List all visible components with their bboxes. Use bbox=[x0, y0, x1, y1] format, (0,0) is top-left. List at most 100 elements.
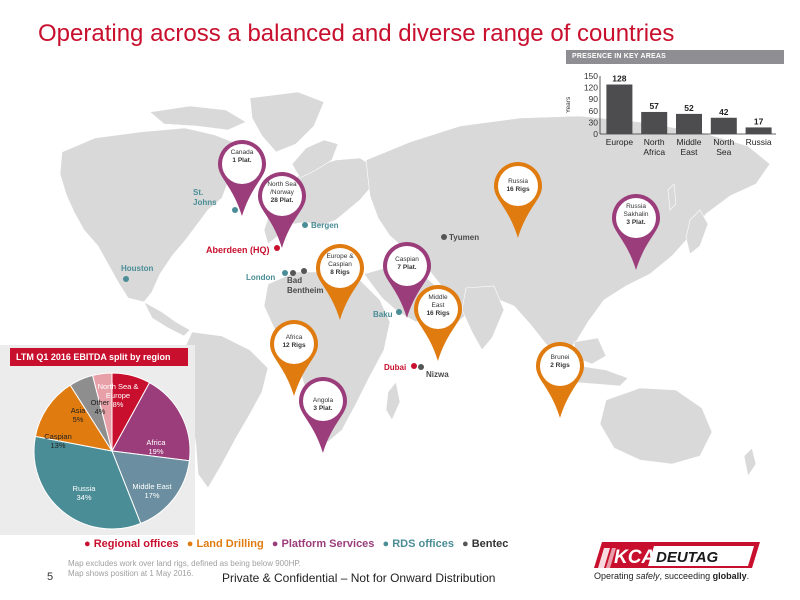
tagline-part: globally bbox=[712, 571, 747, 581]
presence-bar bbox=[606, 84, 633, 134]
pie-slice-label: Middle East bbox=[132, 482, 172, 491]
pin-africa[interactable]: Africa 12 Rigs bbox=[268, 318, 320, 398]
city-label-st-johns: St. Johns bbox=[193, 188, 217, 207]
presence-chart-header: PRESENCE IN KEY AREAS bbox=[566, 50, 784, 64]
tagline-part: , succeeding bbox=[659, 571, 713, 581]
madagascar bbox=[385, 381, 401, 421]
pin-name: Middle East bbox=[428, 294, 448, 309]
legend-dot-icon: ● bbox=[271, 538, 279, 550]
ebitda-pie-header: LTM Q1 2016 EBITDA split by region bbox=[10, 348, 188, 366]
ebitda-pie-title: LTM Q1 2016 EBITDA split by region bbox=[16, 352, 171, 362]
land-drilling-pin-icon bbox=[494, 162, 542, 238]
pin-name: Canada bbox=[230, 149, 254, 156]
pin-middle-east[interactable]: Middle East 16 Rigs bbox=[412, 283, 464, 363]
pie-slice bbox=[91, 372, 113, 452]
city-label-bergen: Bergen bbox=[311, 221, 339, 230]
page-title: Operating across a balanced and diverse … bbox=[38, 20, 675, 47]
city-label-nizwa: Nizwa bbox=[426, 370, 449, 379]
pin-count: 3 Plat. bbox=[626, 219, 646, 226]
india-landmass bbox=[461, 285, 505, 351]
pin-name: Angola bbox=[312, 397, 334, 404]
presence-category-label: Africa bbox=[643, 147, 665, 157]
svg-text:KCA: KCA bbox=[614, 547, 655, 568]
pie-slice-label: 17% bbox=[144, 491, 159, 500]
presence-bar-value: 42 bbox=[719, 107, 729, 117]
legend-label: Bentec bbox=[471, 538, 509, 550]
platform-pin-icon bbox=[299, 377, 347, 453]
presence-bar-chart: Years1501209060300128Europe57NorthAfrica… bbox=[566, 71, 776, 157]
city-label-dubai: Dubai bbox=[384, 363, 407, 372]
bentec-dot bbox=[301, 268, 307, 274]
pin-name: Africa bbox=[285, 334, 303, 341]
pie-slice bbox=[111, 381, 191, 462]
presence-chart-panel: PRESENCE IN KEY AREAS Years 150 120 90 60 30 0… bbox=[566, 50, 784, 162]
presence-y-tick-label: 90 bbox=[589, 94, 599, 104]
legend-dot-icon: ● bbox=[462, 538, 469, 550]
presence-y-tick-label: 120 bbox=[584, 83, 598, 93]
presence-bar bbox=[710, 117, 737, 134]
kca-deutag-logo: KCA DEUTAG bbox=[594, 542, 760, 568]
platform-pin-icon bbox=[383, 242, 431, 318]
pin-name: Caspian bbox=[395, 256, 419, 263]
rds-office-dot bbox=[302, 222, 308, 228]
presence-bar-value: 57 bbox=[649, 101, 659, 111]
platform-pin-icon bbox=[258, 172, 306, 248]
pie-slice-label: 5% bbox=[73, 415, 84, 424]
pin-count: 7 Plat. bbox=[397, 264, 417, 271]
land-drilling-pin-icon bbox=[414, 285, 462, 361]
pin-angola[interactable]: Angola 3 Plat. bbox=[297, 375, 349, 455]
presence-bar bbox=[641, 111, 668, 134]
city-label-aberdeen: Aberdeen (HQ) bbox=[206, 245, 270, 255]
city-label-houston: Houston bbox=[121, 264, 154, 273]
australia-landmass bbox=[599, 387, 713, 465]
pin-count: 1 Plat. bbox=[232, 157, 252, 164]
greenland-landmass bbox=[249, 91, 325, 153]
pin-russia-sakhalin[interactable]: Russia Sakhalin 3 Plat. bbox=[610, 192, 662, 272]
bentec-dot bbox=[418, 364, 424, 370]
legend-item-bentec: ● Bentec bbox=[462, 538, 508, 550]
presence-bar-value: 17 bbox=[754, 116, 764, 126]
map-footnote: Map excludes work over land rigs, define… bbox=[68, 559, 301, 579]
pin-count: 28 Plat. bbox=[270, 197, 294, 204]
legend-dot-icon: ● bbox=[186, 538, 194, 550]
city-label-tyumen: Tyumen bbox=[449, 233, 480, 242]
tagline-part: safely bbox=[636, 571, 660, 581]
pie-slice-label: Asia bbox=[71, 406, 86, 415]
presence-y-tick-label: 0 bbox=[593, 129, 598, 139]
pin-name: Russia bbox=[508, 178, 528, 185]
footnote-line: Map shows position at 1 May 2016. bbox=[68, 569, 194, 578]
pin-count: 16 Rigs bbox=[426, 310, 450, 317]
pie-slice-label: 19% bbox=[148, 447, 163, 456]
pin-count: 2 Rigs bbox=[550, 362, 570, 369]
presence-category-label: North bbox=[713, 137, 734, 147]
ebitda-pie-panel: LTM Q1 2016 EBITDA split by region North… bbox=[0, 345, 195, 535]
pie-slice bbox=[34, 384, 114, 452]
presence-y-axis-label: Years bbox=[566, 96, 572, 113]
legend-item-land: ● Land Drilling bbox=[187, 538, 264, 550]
legend-dot-icon: ● bbox=[84, 538, 91, 550]
platform-pin-icon bbox=[612, 194, 660, 270]
presence-category-label: Russia bbox=[746, 137, 772, 147]
legend-label: RDS offices bbox=[392, 538, 454, 550]
pie-slice-label: Other bbox=[91, 398, 110, 407]
pin-europe-caspian[interactable]: Europe & Caspian 8 Rigs bbox=[314, 242, 366, 322]
pie-slice-label: Europe bbox=[106, 391, 130, 400]
scandinavia-landmass bbox=[291, 139, 339, 179]
pin-north-sea[interactable]: North Sea /Norway 28 Plat. bbox=[256, 170, 308, 250]
presence-bar-value: 128 bbox=[612, 74, 626, 84]
pin-russia[interactable]: Russia 16 Rigs bbox=[492, 160, 544, 240]
legend-label: Platform Services bbox=[281, 538, 375, 550]
rds-office-dot bbox=[123, 276, 129, 282]
pin-canada[interactable]: Canada 1 Plat. bbox=[216, 138, 268, 218]
pin-name: North Sea /Norway bbox=[267, 181, 297, 196]
city-label-london: London bbox=[246, 273, 276, 282]
svg-text:DEUTAG: DEUTAG bbox=[656, 549, 719, 566]
rds-office-dot bbox=[282, 270, 288, 276]
land-drilling-pin-icon bbox=[536, 342, 584, 418]
pin-caspian[interactable]: Caspian 7 Plat. bbox=[381, 240, 433, 320]
pin-name: Brunei bbox=[550, 354, 570, 361]
presence-category-label: Europe bbox=[606, 137, 634, 147]
pie-slice-label: 13% bbox=[50, 441, 65, 450]
pie-slice-label: 4% bbox=[95, 407, 106, 416]
pin-brunei[interactable]: Brunei 2 Rigs bbox=[534, 340, 586, 420]
